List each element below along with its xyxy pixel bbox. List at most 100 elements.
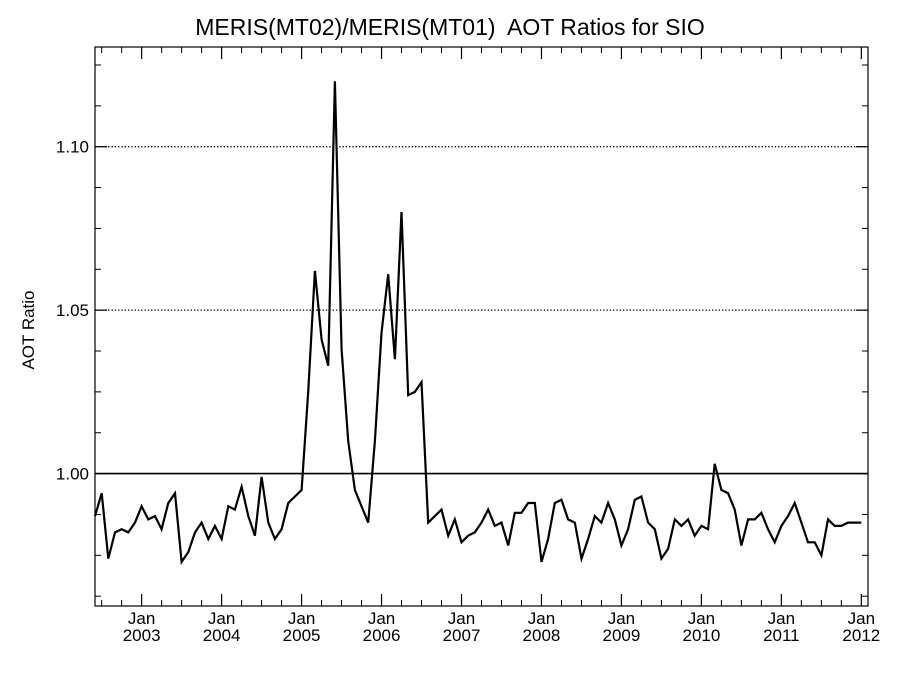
data-point	[154, 516, 155, 517]
data-point	[288, 502, 289, 503]
data-point	[168, 502, 169, 503]
plot-frame	[94, 46, 869, 607]
x-tick-label-year: 2007	[443, 626, 481, 645]
data-point	[521, 512, 522, 513]
data-point	[794, 502, 795, 503]
data-point	[754, 519, 755, 520]
data-point	[474, 532, 475, 533]
data-point	[261, 476, 262, 477]
data-point	[767, 529, 768, 530]
x-tick-label-month: Jan	[528, 609, 555, 628]
data-point	[661, 558, 662, 559]
data-point	[201, 522, 202, 523]
data-point	[707, 529, 708, 530]
y-tick-label: 1.10	[56, 138, 89, 157]
x-tick-label-month: Jan	[768, 609, 795, 628]
reference-lines	[95, 146, 868, 475]
data-point	[334, 81, 335, 82]
x-tick-label-year: 2006	[363, 626, 401, 645]
data-point	[667, 548, 668, 549]
data-point	[408, 395, 409, 396]
x-tick-label-month: Jan	[208, 609, 235, 628]
data-point	[721, 489, 722, 490]
data-point	[621, 545, 622, 546]
data-point	[328, 365, 329, 366]
data-point	[681, 525, 682, 526]
data-point	[341, 349, 342, 350]
data-point	[268, 522, 269, 523]
data-point	[368, 522, 369, 523]
data-point	[174, 493, 175, 494]
data-point	[441, 509, 442, 510]
x-tick-label-month: Jan	[608, 609, 635, 628]
data-point	[568, 519, 569, 520]
data-point	[161, 529, 162, 530]
data-point	[401, 211, 402, 212]
data-point	[421, 381, 422, 382]
data-point	[188, 551, 189, 552]
data-point	[108, 558, 109, 559]
data-point	[814, 542, 815, 543]
data-point	[194, 532, 195, 533]
data-point	[481, 522, 482, 523]
data-point	[241, 486, 242, 487]
data-point	[388, 274, 389, 275]
data-point	[588, 538, 589, 539]
data-point	[841, 525, 842, 526]
data-point	[747, 519, 748, 520]
data-point	[234, 509, 235, 510]
x-tick-label-year: 2003	[123, 626, 161, 645]
data-point	[781, 525, 782, 526]
data-point	[228, 506, 229, 507]
data-point	[454, 519, 455, 520]
data-point	[727, 493, 728, 494]
data-point	[494, 525, 495, 526]
data-point	[354, 489, 355, 490]
data-point	[348, 440, 349, 441]
data-point	[741, 545, 742, 546]
data-point	[448, 535, 449, 536]
data-point	[254, 535, 255, 536]
data-point	[634, 499, 635, 500]
data-point	[714, 463, 715, 464]
tick-labels: 1.001.051.10Jan2003Jan2004Jan2005Jan2006…	[56, 138, 880, 645]
data-point	[501, 522, 502, 523]
data-point	[847, 522, 848, 523]
data-point	[428, 522, 429, 523]
data-point	[381, 332, 382, 333]
data-point	[374, 440, 375, 441]
data-point	[561, 499, 562, 500]
axis-ticks	[95, 47, 868, 606]
data-point	[541, 561, 542, 562]
data-point	[134, 522, 135, 523]
data-point	[214, 525, 215, 526]
data-point	[434, 516, 435, 517]
series-layer	[93, 81, 862, 566]
data-point	[594, 516, 595, 517]
data-point	[308, 391, 309, 392]
data-point	[734, 509, 735, 510]
data-point	[601, 522, 602, 523]
x-tick-label-month: Jan	[288, 609, 315, 628]
x-tick-label-year: 2004	[203, 626, 241, 645]
data-point	[101, 493, 102, 494]
data-point	[528, 502, 529, 503]
data-point	[674, 519, 675, 520]
data-point	[248, 516, 249, 517]
y-tick-label: 1.05	[56, 301, 89, 320]
x-tick-label-year: 2009	[603, 626, 641, 645]
x-tick-label-year: 2011	[763, 626, 800, 645]
data-point	[628, 529, 629, 530]
x-tick-label-year: 2010	[682, 626, 720, 645]
data-point	[774, 542, 775, 543]
data-point	[321, 339, 322, 340]
data-point	[488, 509, 489, 510]
data-point	[181, 561, 182, 562]
data-point	[414, 391, 415, 392]
data-point	[114, 532, 115, 533]
data-point	[647, 522, 648, 523]
data-point	[694, 535, 695, 536]
data-point	[687, 519, 688, 520]
x-tick-label-month: Jan	[368, 609, 395, 628]
